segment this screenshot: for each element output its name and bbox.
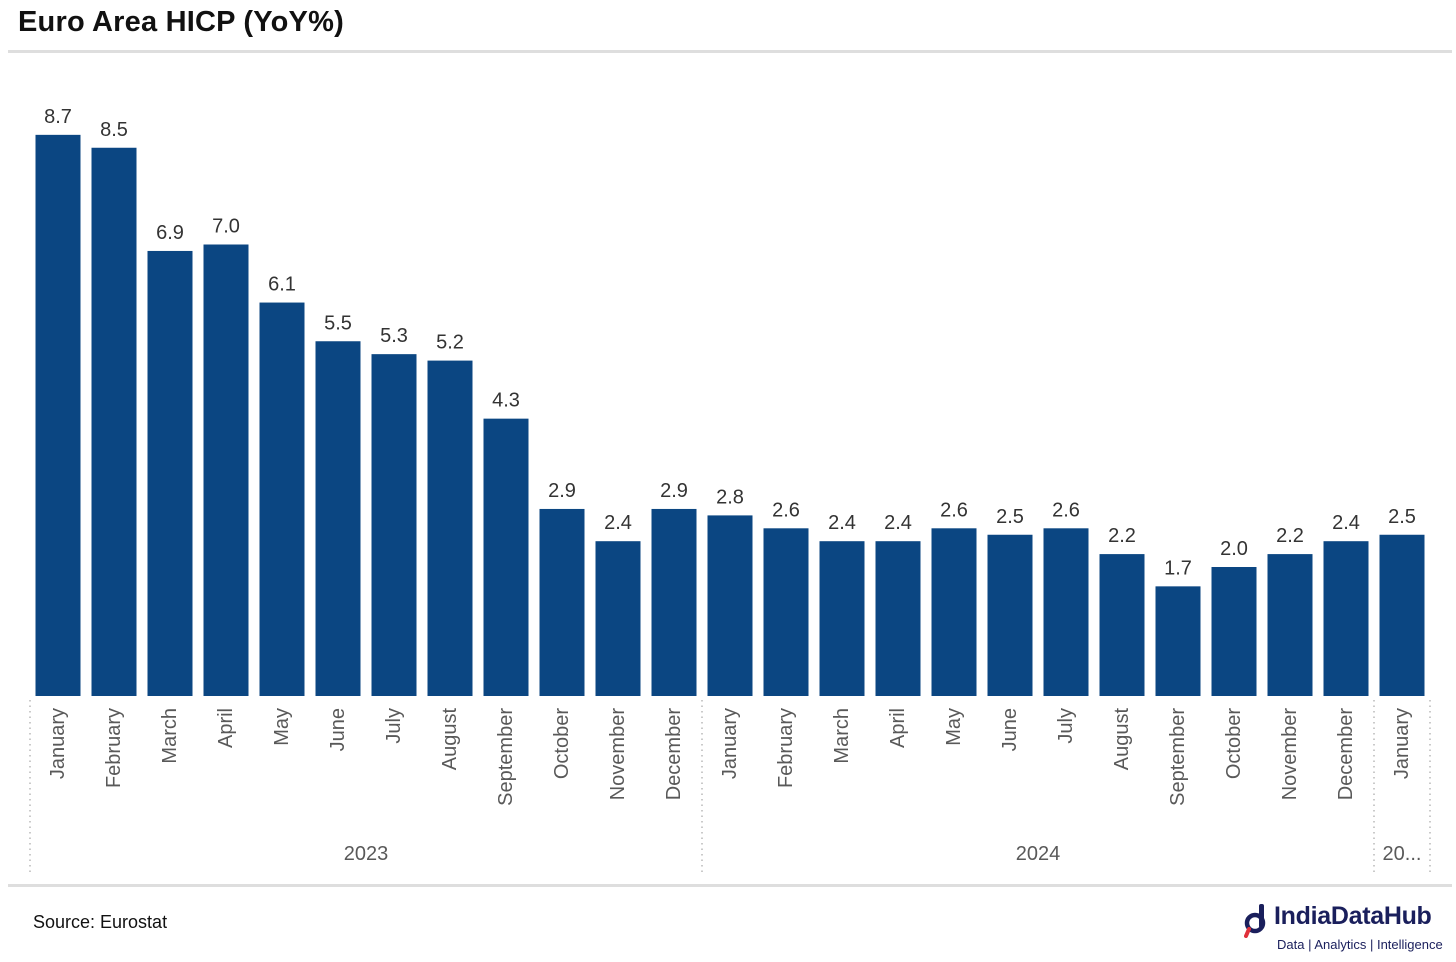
x-group-label: 20... — [1383, 843, 1422, 865]
bar — [483, 418, 529, 696]
x-tick-label: January — [719, 708, 741, 779]
bar — [427, 360, 473, 696]
x-tick-label: April — [215, 708, 237, 748]
bar — [819, 541, 865, 696]
bar — [371, 354, 417, 696]
bar — [707, 515, 753, 696]
bar-chart: 8.7 January 8.5 February 6.9 March 7.0 April 6.1… — [29, 106, 1431, 872]
data-label: 2.9 — [660, 480, 688, 502]
data-label: 2.4 — [884, 512, 912, 534]
bar — [203, 244, 249, 696]
bar — [259, 302, 305, 696]
x-tick-label: October — [551, 708, 573, 779]
source-note: Source: Eurostat — [33, 912, 168, 932]
chart-title: Euro Area HICP (YoY%) — [18, 6, 344, 38]
x-tick-label: August — [1111, 708, 1133, 771]
x-tick-label: February — [103, 708, 125, 788]
bar — [595, 541, 641, 696]
bar — [1043, 528, 1089, 696]
data-label: 5.5 — [324, 312, 352, 334]
brand-name: IndiaDataHub — [1274, 902, 1432, 930]
data-label: 1.7 — [1164, 557, 1192, 579]
data-label: 2.4 — [828, 512, 856, 534]
header-divider — [8, 50, 1452, 53]
x-tick-label: June — [999, 708, 1021, 751]
x-tick-label: July — [1055, 708, 1077, 744]
x-tick-label: July — [383, 708, 405, 744]
data-label: 2.2 — [1108, 525, 1136, 547]
x-tick-label: November — [1279, 708, 1301, 801]
bar — [987, 534, 1033, 696]
x-tick-label: September — [495, 708, 517, 806]
bar — [1099, 554, 1145, 696]
data-label: 8.7 — [44, 106, 72, 128]
x-group-label: 2024 — [1016, 843, 1061, 865]
bar — [147, 250, 193, 696]
data-label: 4.3 — [492, 390, 520, 412]
bar — [875, 541, 921, 696]
data-label: 5.2 — [436, 332, 464, 354]
indiadatahub-logo-icon — [1244, 904, 1266, 938]
x-group-label: 2023 — [344, 843, 389, 865]
data-label: 6.1 — [268, 274, 296, 296]
x-tick-label: March — [159, 708, 181, 764]
data-label: 6.9 — [156, 222, 184, 244]
x-tick-label: June — [327, 708, 349, 751]
bar — [1211, 567, 1257, 696]
x-tick-label: September — [1167, 708, 1189, 806]
x-tick-label: May — [271, 708, 293, 746]
x-tick-label: February — [775, 708, 797, 788]
bar — [1267, 554, 1313, 696]
data-label: 2.6 — [772, 499, 800, 521]
bar — [651, 508, 697, 696]
data-label: 2.6 — [1052, 499, 1080, 521]
data-label: 2.5 — [996, 506, 1024, 528]
bar — [91, 147, 137, 696]
x-tick-label: March — [831, 708, 853, 764]
footer-divider — [8, 884, 1452, 887]
data-label: 2.6 — [940, 499, 968, 521]
x-tick-label: November — [607, 708, 629, 801]
data-label: 2.2 — [1276, 525, 1304, 547]
bar — [315, 341, 361, 696]
x-tick-label: January — [47, 708, 69, 779]
bar — [1155, 586, 1201, 696]
data-label: 5.3 — [380, 325, 408, 347]
x-tick-label: May — [943, 708, 965, 746]
bar — [763, 528, 809, 696]
x-tick-label: October — [1223, 708, 1245, 779]
x-tick-label: April — [887, 708, 909, 748]
bar — [1323, 541, 1369, 696]
bar — [1379, 534, 1425, 696]
x-tick-label: December — [663, 708, 685, 801]
data-label: 2.4 — [604, 512, 632, 534]
data-label: 2.4 — [1332, 512, 1360, 534]
x-tick-label: December — [1335, 708, 1357, 801]
x-tick-label: January — [1391, 708, 1413, 779]
brand-logo: IndiaDataHub Data | Analytics | Intellig… — [1244, 902, 1454, 958]
brand-tagline: Data | Analytics | Intelligence — [1277, 937, 1443, 952]
data-label: 2.8 — [716, 486, 744, 508]
data-label: 2.9 — [548, 480, 576, 502]
bar — [931, 528, 977, 696]
data-label: 2.5 — [1388, 506, 1416, 528]
data-label: 8.5 — [100, 119, 128, 141]
bar — [539, 508, 585, 696]
x-tick-label: August — [439, 708, 461, 771]
data-label: 2.0 — [1220, 538, 1248, 560]
data-label: 7.0 — [212, 216, 240, 238]
bar — [35, 134, 81, 697]
